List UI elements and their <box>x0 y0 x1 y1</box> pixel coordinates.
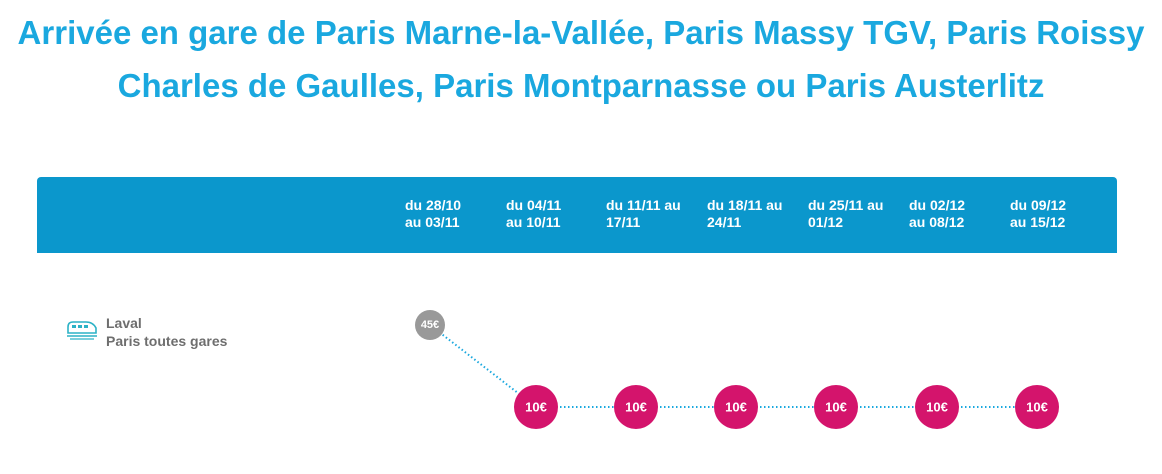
period-line2: 24/11 <box>707 214 742 230</box>
price-label: 45€ <box>421 319 439 331</box>
route-text: Laval Paris toutes gares <box>106 314 306 350</box>
period-line1: du 28/10 <box>405 197 462 213</box>
price-label: 10€ <box>1026 400 1048 415</box>
price-label: 10€ <box>725 400 747 415</box>
period-header-2: du 04/11 au 10/11 <box>506 197 602 231</box>
period-line1: du 18/11 au <box>707 197 783 213</box>
route-origin: Laval <box>106 315 142 331</box>
price-label: 10€ <box>825 400 847 415</box>
price-label: 10€ <box>926 400 948 415</box>
price-point[interactable] <box>1015 385 1059 429</box>
price-label: 10€ <box>525 400 547 415</box>
period-line1: du 25/11 au <box>808 197 884 213</box>
period-line2: au 15/12 <box>1010 214 1066 230</box>
period-line2: 01/12 <box>808 214 844 230</box>
page-title: Arrivée en gare de Paris Marne-la-Vallée… <box>17 14 1145 104</box>
price-point[interactable] <box>714 385 758 429</box>
period-line2: au 08/12 <box>909 214 965 230</box>
period-header-4: du 18/11 au 24/11 <box>707 197 803 231</box>
price-label: 10€ <box>625 400 647 415</box>
period-line2: au 03/11 <box>405 214 460 230</box>
price-point[interactable] <box>915 385 959 429</box>
period-line2: 17/11 <box>606 214 641 230</box>
price-point[interactable] <box>514 385 558 429</box>
period-header-3: du 11/11 au 17/11 <box>606 197 702 231</box>
period-line1: du 11/11 au <box>606 197 681 213</box>
period-line2: au 10/11 <box>506 214 561 230</box>
price-point[interactable] <box>415 310 445 340</box>
price-point[interactable] <box>614 385 658 429</box>
route-destination: Paris toutes gares <box>106 333 228 349</box>
period-header-bar: du 28/10 au 03/11 du 04/11 au 10/11 du 1… <box>37 177 1117 253</box>
period-line1: du 02/12 <box>909 197 966 213</box>
period-line1: du 09/12 <box>1010 197 1067 213</box>
period-line1: du 04/11 <box>506 197 562 213</box>
period-header-7: du 09/12 au 15/12 <box>1010 197 1106 231</box>
period-header-1: du 28/10 au 03/11 <box>405 197 501 231</box>
period-header-5: du 25/11 au 01/12 <box>808 197 904 231</box>
price-point[interactable] <box>814 385 858 429</box>
period-header-6: du 02/12 au 08/12 <box>909 197 1005 231</box>
train-icon <box>67 321 97 340</box>
